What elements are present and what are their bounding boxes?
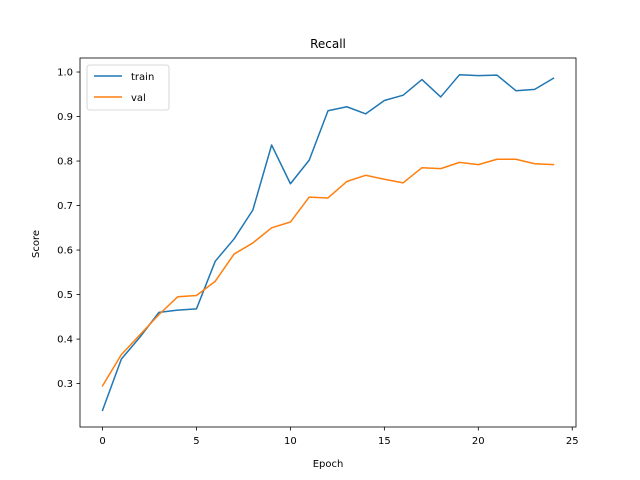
y-tick-label: 0.4 [57, 335, 73, 346]
x-tick-label: 20 [472, 436, 485, 447]
x-tick-label: 15 [378, 436, 391, 447]
x-tick-label: 25 [566, 436, 579, 447]
x-tick-label: 0 [99, 436, 105, 447]
y-tick-label: 0.9 [57, 112, 73, 123]
y-tick-label: 0.6 [57, 246, 73, 257]
x-tick-label: 5 [193, 436, 199, 447]
chart-title: Recall [310, 37, 346, 51]
x-tick-label: 10 [284, 436, 297, 447]
x-axis-ticks: 0 5 10 15 20 25 [99, 427, 579, 447]
x-axis-label: Epoch [313, 459, 344, 470]
legend-box [86, 64, 170, 111]
y-tick-label: 0.8 [57, 157, 73, 168]
series-line-train [101, 73, 555, 412]
plot-area [79, 57, 577, 428]
legend-label-val: val [131, 93, 146, 104]
legend: train val [86, 64, 170, 111]
y-tick-label: 0.5 [57, 290, 73, 301]
y-tick-label: 0.7 [57, 201, 73, 212]
legend-label-train: train [131, 72, 154, 83]
y-axis-label: Score [31, 230, 42, 258]
plot-frame [79, 57, 577, 428]
series-line-val [101, 158, 555, 387]
y-tick-label: 0.3 [57, 379, 73, 390]
y-axis-ticks: 0.3 0.4 0.5 0.6 0.7 0.8 0.9 1.0 [57, 68, 80, 390]
y-tick-label: 1.0 [57, 68, 73, 79]
